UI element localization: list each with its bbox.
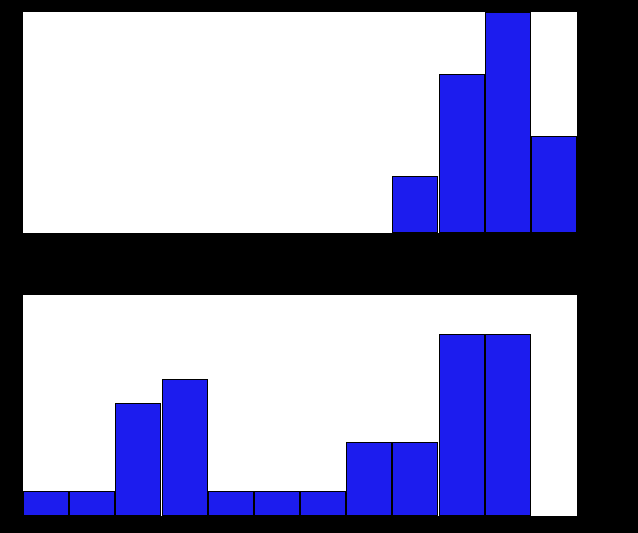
histogram-bar — [115, 403, 161, 516]
x-tick — [23, 233, 24, 239]
x-tick — [161, 233, 162, 239]
histogram-bar — [300, 491, 346, 516]
x-tick — [207, 233, 208, 239]
histogram-bar — [162, 379, 208, 517]
x-tick-label: 0.4 — [245, 242, 263, 257]
x-tick-label: 0.46 — [518, 242, 543, 257]
x-tick-label: 0.41 — [287, 242, 312, 257]
histogram-bar — [346, 442, 392, 516]
x-tick — [346, 233, 347, 239]
x-tick — [438, 233, 439, 239]
x-tick-label: 0.35 — [10, 242, 35, 257]
x-tick-label: 0.38 — [149, 242, 174, 257]
histogram-bar — [485, 12, 531, 233]
x-tick — [253, 233, 254, 239]
x-tick — [69, 233, 70, 239]
x-tick-label: 0.43 — [380, 242, 405, 257]
histogram-bar — [531, 136, 577, 233]
histogram-bar — [208, 491, 254, 516]
x-tick-label: 0.47 — [564, 242, 589, 257]
x-tick — [300, 233, 301, 239]
histogram-bar — [392, 442, 438, 516]
histogram-bar — [439, 334, 485, 516]
histogram-bar — [69, 491, 115, 516]
histogram-bottom — [23, 295, 577, 516]
histogram-top: 0.350.360.370.380.390.40.410.420.430.440… — [23, 12, 577, 233]
x-tick-label: 0.45 — [472, 242, 497, 257]
x-tick — [530, 233, 531, 239]
x-tick — [115, 233, 116, 239]
x-tick — [577, 233, 578, 239]
x-tick-label: 0.37 — [103, 242, 128, 257]
x-axis-line — [23, 516, 577, 517]
x-tick-label: 0.36 — [57, 242, 82, 257]
histogram-bar — [254, 491, 300, 516]
histogram-bar — [439, 74, 485, 233]
x-tick-label: 0.42 — [334, 242, 359, 257]
x-tick-label: 0.44 — [426, 242, 451, 257]
x-tick — [392, 233, 393, 239]
x-tick-label: 0.39 — [195, 242, 220, 257]
histogram-bar — [485, 334, 531, 516]
x-tick — [484, 233, 485, 239]
histogram-bar — [392, 176, 438, 233]
histogram-bar — [23, 491, 69, 516]
